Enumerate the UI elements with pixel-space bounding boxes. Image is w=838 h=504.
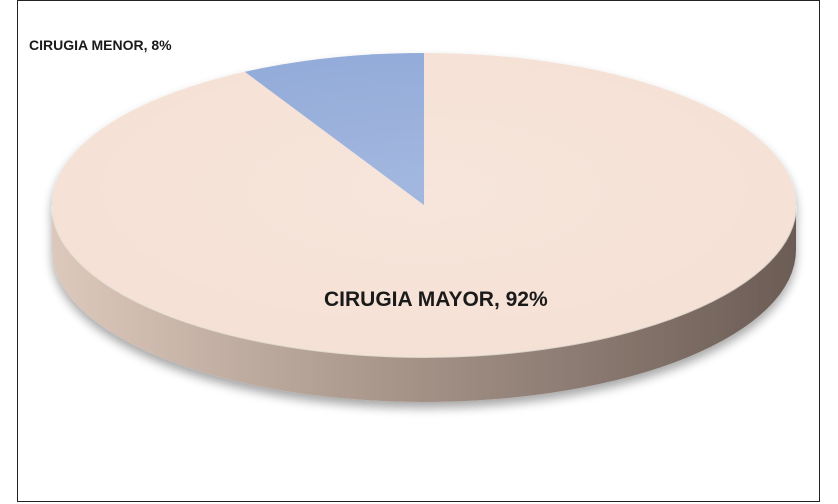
pie-side-wall bbox=[52, 205, 796, 402]
pie-chart: CIRUGIA MENOR, 8% CIRUGIA MAYOR, 92% bbox=[29, 37, 797, 402]
pie-top-highlight bbox=[52, 53, 796, 357]
slice-label-cirugia-mayor: CIRUGIA MAYOR, 92% bbox=[324, 288, 548, 311]
slice-label-cirugia-menor: CIRUGIA MENOR, 8% bbox=[29, 37, 172, 53]
chart-frame: CIRUGIA MENOR, 8% CIRUGIA MAYOR, 92% bbox=[17, 0, 820, 502]
pie-rim-edge bbox=[51, 204, 797, 358]
